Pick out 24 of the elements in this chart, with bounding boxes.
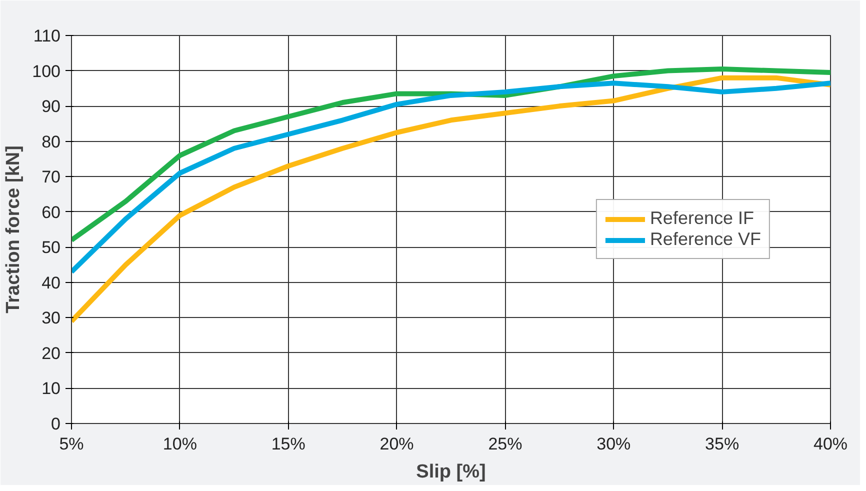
y-tick-label: 20 (42, 344, 61, 363)
y-tick-label: 100 (32, 62, 61, 81)
legend-label: Reference VF (650, 229, 761, 250)
y-tick-label: 30 (42, 308, 61, 328)
x-tick-label: 25% (488, 434, 522, 454)
x-axis-title: Slip [%] (416, 462, 486, 482)
x-tick-label: 35% (705, 434, 740, 454)
x-tick-label: 15% (271, 434, 306, 454)
y-tick-label: 60 (42, 202, 61, 222)
x-tick-label: 5% (59, 434, 84, 454)
y-tick-label: 10 (42, 379, 61, 398)
y-tick-label: 40 (42, 273, 61, 292)
y-axis-title: Traction force [kN] (3, 146, 24, 314)
y-tick-label: 90 (42, 97, 61, 116)
x-tick-label: 20% (380, 434, 414, 454)
x-tick-label: 30% (596, 434, 631, 454)
x-tick-label: 40% (813, 434, 848, 454)
y-tick-label: 70 (42, 168, 61, 187)
y-tick-label: 50 (42, 238, 61, 258)
y-tick-label: 0 (51, 414, 61, 434)
y-tick-label: 110 (33, 26, 61, 46)
legend-label: Reference IF (650, 208, 754, 229)
y-tick-label: 80 (42, 132, 61, 152)
x-tick-label: 10% (162, 434, 197, 454)
